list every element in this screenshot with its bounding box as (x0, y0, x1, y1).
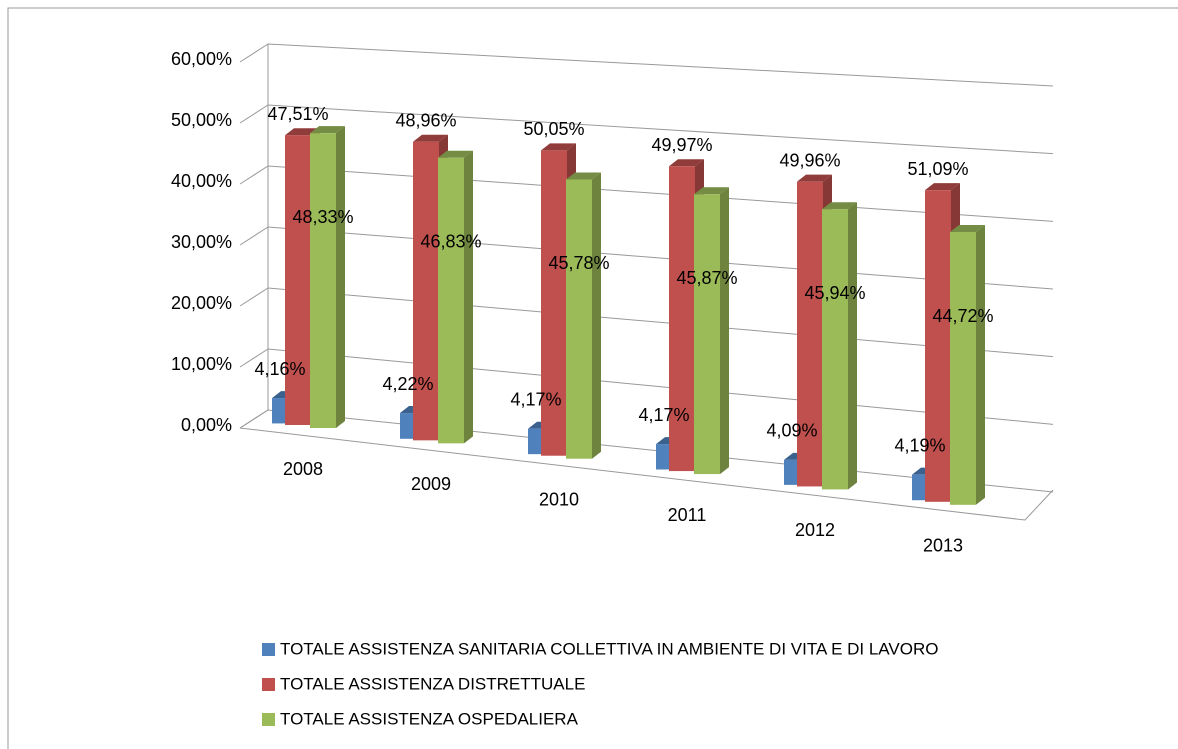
bar-side (848, 202, 857, 490)
bar-side (592, 172, 601, 459)
bar-side (720, 187, 729, 475)
data-label: 4,09% (766, 421, 817, 441)
bar (669, 166, 695, 472)
bar (797, 181, 823, 487)
x-tick-label: 2008 (283, 459, 323, 479)
grid-line (239, 226, 1054, 290)
grid-line (239, 348, 1054, 425)
grid-line (239, 165, 1054, 222)
x-tick-label: 2010 (539, 489, 579, 509)
bar (566, 179, 592, 459)
y-tick-label: 30,00% (171, 232, 232, 252)
legend-swatch (262, 713, 275, 726)
y-tick-label: 40,00% (171, 171, 232, 191)
data-label: 49,97% (651, 135, 712, 155)
bar (822, 209, 848, 490)
y-tick-label: 20,00% (171, 293, 232, 313)
bar-top (413, 134, 448, 142)
data-label: 47,51% (267, 104, 328, 124)
data-label: 45,94% (804, 283, 865, 303)
legend-swatch (262, 678, 275, 691)
bar-top (925, 183, 960, 191)
data-label: 4,16% (254, 359, 305, 379)
x-tick-label: 2012 (795, 520, 835, 540)
legend-label: TOTALE ASSISTENZA OSPEDALIERA (280, 709, 579, 728)
data-label: 4,17% (510, 389, 561, 409)
x-tick-label: 2009 (411, 474, 451, 494)
bar-side (976, 225, 985, 505)
bar-side (336, 126, 345, 428)
y-tick-label: 0,00% (181, 415, 232, 435)
data-label: 46,83% (420, 231, 481, 251)
bar-top (669, 159, 704, 167)
data-label: 44,72% (932, 306, 993, 326)
y-tick-label: 10,00% (171, 354, 232, 374)
bar-top (950, 225, 985, 233)
bar-top (797, 174, 832, 182)
bar (541, 150, 567, 456)
grid-line (239, 43, 1054, 87)
data-label: 49,96% (779, 150, 840, 170)
bar-side (464, 150, 473, 444)
data-label: 48,33% (292, 207, 353, 227)
x-tick-label: 2013 (923, 536, 963, 556)
y-tick-label: 50,00% (171, 110, 232, 130)
data-label: 51,09% (907, 159, 968, 179)
bar-top (438, 150, 473, 158)
legend-label: TOTALE ASSISTENZA DISTRETTUALE (280, 674, 585, 693)
grid-line (239, 104, 1054, 155)
data-label: 4,17% (638, 405, 689, 425)
bar-top (310, 126, 345, 134)
grid-line (239, 287, 1054, 358)
legend-label: TOTALE ASSISTENZA SANITARIA COLLETTIVA I… (280, 639, 938, 658)
bar (950, 232, 976, 505)
x-tick-label: 2011 (668, 505, 707, 525)
bar (694, 194, 720, 475)
legend-swatch (262, 643, 275, 656)
bar (310, 133, 336, 428)
chart-border (7, 7, 1178, 749)
bar-top (694, 187, 729, 195)
bar (438, 157, 464, 444)
data-label: 4,22% (382, 374, 433, 394)
data-label: 45,87% (676, 268, 737, 288)
bar (285, 135, 311, 425)
data-label: 50,05% (523, 119, 584, 139)
data-label: 48,96% (395, 110, 456, 130)
data-label: 4,19% (894, 435, 945, 455)
y-tick-label: 60,00% (171, 49, 232, 69)
data-label: 45,78% (548, 253, 609, 273)
bar (925, 190, 951, 502)
bar (413, 141, 439, 441)
bar-top (822, 202, 857, 210)
bar-top (541, 143, 576, 151)
bar-top (566, 172, 601, 180)
